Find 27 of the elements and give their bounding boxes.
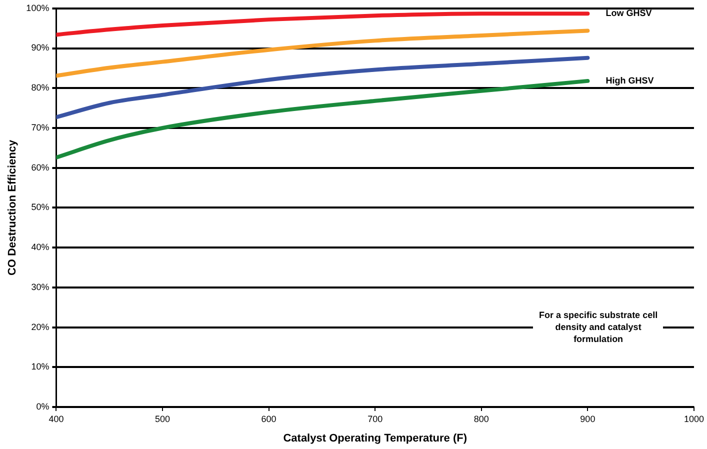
- x-tick-label: 900: [580, 414, 596, 424]
- y-tick-label: 50%: [31, 202, 50, 212]
- y-tick-label: 80%: [31, 82, 50, 93]
- y-tick-label: 90%: [31, 42, 50, 53]
- y-tick-label: 20%: [31, 322, 50, 332]
- y-tick-label: 10%: [31, 362, 50, 372]
- annotation: For a specific substrate cell density and catalyst formulation: [533, 307, 664, 348]
- annotation: High GHSV: [606, 75, 654, 86]
- y-tick-label: 60%: [31, 162, 50, 172]
- y-tick-label: 70%: [31, 122, 50, 132]
- y-tick-label: 100%: [26, 2, 50, 13]
- x-axis-title: Catalyst Operating Temperature (F): [283, 432, 468, 444]
- line-series: [56, 56, 590, 120]
- x-tick-label: 800: [474, 414, 489, 424]
- x-tick-label: 700: [368, 414, 383, 424]
- line-series: [56, 78, 590, 160]
- y-tick-label: 0%: [36, 401, 50, 412]
- x-tick-label: 500: [155, 414, 170, 424]
- y-tick-label: 40%: [31, 242, 50, 252]
- line-series: [56, 28, 590, 78]
- annotation: Low GHSV: [606, 8, 652, 18]
- y-axis-title: CO Destruction Efficiency: [6, 138, 19, 276]
- x-tick-label: 1000: [684, 414, 704, 424]
- y-tick-label: 30%: [31, 282, 50, 292]
- line-series: [56, 12, 590, 37]
- x-tick-label: 600: [261, 414, 276, 424]
- x-tick-label: 400: [48, 414, 64, 424]
